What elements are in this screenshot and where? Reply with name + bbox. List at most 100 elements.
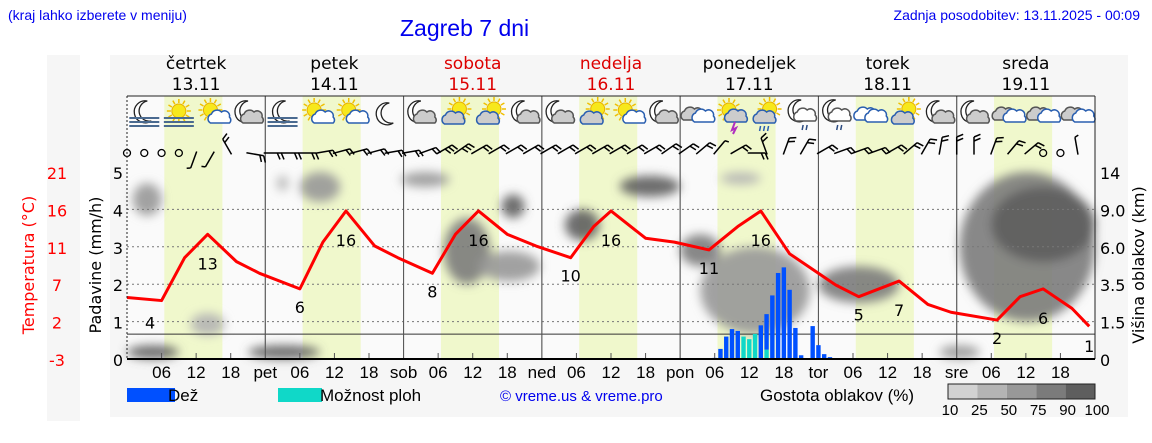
precip-tick: 2 xyxy=(113,276,123,295)
sun-ray xyxy=(465,102,471,106)
wind-barb-flag xyxy=(464,145,472,151)
wind-barb-flag xyxy=(624,144,631,150)
wind-barb-icon xyxy=(833,146,852,155)
temperature-tick: 7 xyxy=(52,276,62,295)
wind-barb-icon xyxy=(990,137,998,155)
temperature-tick: 2 xyxy=(52,314,62,333)
wind-barb-icon xyxy=(453,143,469,155)
credit-link[interactable]: © vreme.us & vreme.pro xyxy=(500,388,663,405)
x-tick: 18 xyxy=(498,363,517,382)
density-swatch xyxy=(1036,384,1066,399)
rain-drop xyxy=(801,124,804,131)
wind-barb-flag xyxy=(831,144,839,150)
cloud xyxy=(1037,108,1062,123)
rain-drop xyxy=(758,125,762,132)
temperature-label: 7 xyxy=(894,301,904,320)
cloud-height-tick: 3.5 xyxy=(1100,276,1125,295)
day-date: 14.11 xyxy=(310,75,359,95)
moon-cloud-icon xyxy=(649,100,679,124)
sun-ray xyxy=(912,98,916,103)
cloud-patch xyxy=(478,251,540,282)
cloud-patch xyxy=(619,175,681,197)
sun-ray xyxy=(718,113,723,117)
wind-barb-icon xyxy=(938,137,943,155)
temperature-label: 13 xyxy=(197,254,217,273)
wind-barb-flag xyxy=(689,145,697,151)
sun-ray xyxy=(465,112,471,116)
x-tick: 12 xyxy=(740,363,759,382)
sun-rain-icon xyxy=(752,97,782,132)
sun-ray xyxy=(168,104,173,108)
cloud-sun-icon xyxy=(579,97,610,125)
temperature-label: 16 xyxy=(601,231,621,250)
wind-barb-icon xyxy=(678,143,694,155)
cloud xyxy=(239,109,265,124)
wind-barb-icon xyxy=(713,140,726,155)
wind-barb-flag xyxy=(589,144,597,150)
wind-barb-flag xyxy=(709,142,717,147)
day-date: 16.11 xyxy=(587,75,636,95)
density-step-label: 10 xyxy=(942,402,959,419)
calm-wind-icon xyxy=(140,148,149,158)
sun-ray xyxy=(452,98,457,103)
wind-barb-flag xyxy=(761,136,769,143)
day-name: sobota xyxy=(444,54,502,74)
sun-ray xyxy=(631,103,637,107)
sun-ray xyxy=(772,98,777,103)
density-swatch xyxy=(948,384,978,399)
x-tick: tor xyxy=(809,363,829,382)
temperature-axis-label: Temperatura (°C) xyxy=(19,196,38,335)
x-tick: 06 xyxy=(290,363,309,382)
wind-barb-flag xyxy=(572,144,580,150)
calm-wind-icon xyxy=(1038,148,1048,158)
moon-fog-icon xyxy=(267,100,298,127)
sun-ray xyxy=(915,112,920,116)
wind-barb-flag xyxy=(586,146,593,152)
rain-bar xyxy=(775,272,781,359)
cloud xyxy=(890,110,915,125)
rain-bar xyxy=(735,330,740,359)
x-tick: 12 xyxy=(1016,363,1035,382)
wind-barb-flag xyxy=(461,147,469,153)
cloud-patch xyxy=(299,172,341,202)
x-tick: sre xyxy=(945,363,969,382)
temperature-tick: -3 xyxy=(49,351,65,370)
rain-bar xyxy=(781,267,787,359)
x-tick: 06 xyxy=(152,363,171,382)
location-hint[interactable]: (kraj lahko izberete v meniju) xyxy=(8,7,187,23)
cloud xyxy=(622,109,647,124)
day-name: četrtek xyxy=(166,54,227,74)
sun-ray xyxy=(776,102,781,106)
rain-bar xyxy=(798,355,804,359)
sun-fog-icon xyxy=(163,99,194,127)
shower-bar xyxy=(747,339,752,359)
wind-barb-flag xyxy=(486,144,493,150)
overcast-icon xyxy=(1060,106,1096,123)
cloud-patch xyxy=(127,345,179,359)
sun-ray xyxy=(337,103,343,107)
wind-barb-flag xyxy=(345,149,351,156)
cloud xyxy=(345,109,370,124)
sun-ray xyxy=(182,100,186,105)
wind-barb-icon xyxy=(782,137,791,155)
wind-barb-icon xyxy=(419,146,437,155)
x-tick: pon xyxy=(666,363,694,382)
wind-barb-icon xyxy=(436,144,453,155)
wind-barb-flag xyxy=(537,144,545,150)
wind-barb-icon xyxy=(920,138,931,155)
cloud-sun-icon xyxy=(441,97,472,125)
cloud xyxy=(864,108,889,123)
moon-cloud-icon xyxy=(510,100,541,124)
temperature-label: 6 xyxy=(1038,309,1048,328)
wind-barb-flag xyxy=(828,146,835,152)
cloud-patch xyxy=(248,345,321,359)
cloud xyxy=(207,109,232,124)
wind-barb-flag xyxy=(280,152,285,160)
wind-barb-icon xyxy=(189,151,198,169)
temperature-label: 5 xyxy=(854,306,864,325)
cloud xyxy=(516,109,541,124)
sun-ray xyxy=(618,99,622,104)
wind-barb-flag xyxy=(881,148,887,155)
sun-ray xyxy=(776,112,781,116)
